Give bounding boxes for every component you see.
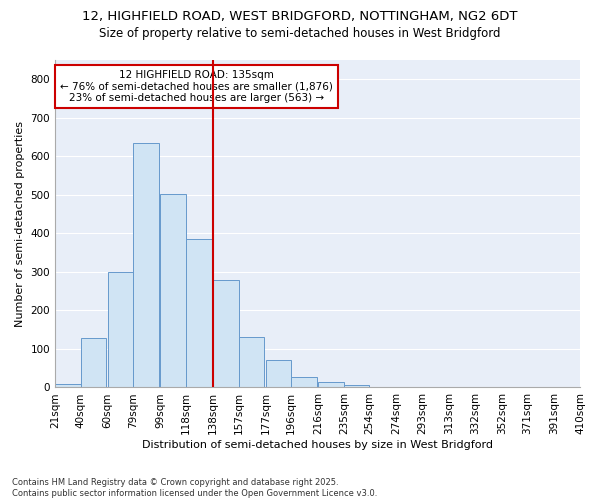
Bar bbox=[107, 272, 133, 388]
Bar bbox=[80, 338, 106, 388]
X-axis label: Distribution of semi-detached houses by size in West Bridgford: Distribution of semi-detached houses by … bbox=[142, 440, 493, 450]
Bar bbox=[133, 143, 159, 388]
Bar bbox=[186, 239, 212, 388]
Bar bbox=[213, 280, 239, 388]
Bar bbox=[344, 385, 370, 388]
Bar bbox=[239, 338, 264, 388]
Text: Contains HM Land Registry data © Crown copyright and database right 2025.
Contai: Contains HM Land Registry data © Crown c… bbox=[12, 478, 377, 498]
Y-axis label: Number of semi-detached properties: Number of semi-detached properties bbox=[15, 120, 25, 326]
Text: Size of property relative to semi-detached houses in West Bridgford: Size of property relative to semi-detach… bbox=[99, 28, 501, 40]
Bar bbox=[266, 360, 291, 388]
Bar bbox=[55, 384, 80, 388]
Text: 12, HIGHFIELD ROAD, WEST BRIDGFORD, NOTTINGHAM, NG2 6DT: 12, HIGHFIELD ROAD, WEST BRIDGFORD, NOTT… bbox=[82, 10, 518, 23]
Bar bbox=[318, 382, 344, 388]
Text: 12 HIGHFIELD ROAD: 135sqm
← 76% of semi-detached houses are smaller (1,876)
23% : 12 HIGHFIELD ROAD: 135sqm ← 76% of semi-… bbox=[61, 70, 333, 103]
Bar bbox=[160, 194, 186, 388]
Bar bbox=[291, 376, 317, 388]
